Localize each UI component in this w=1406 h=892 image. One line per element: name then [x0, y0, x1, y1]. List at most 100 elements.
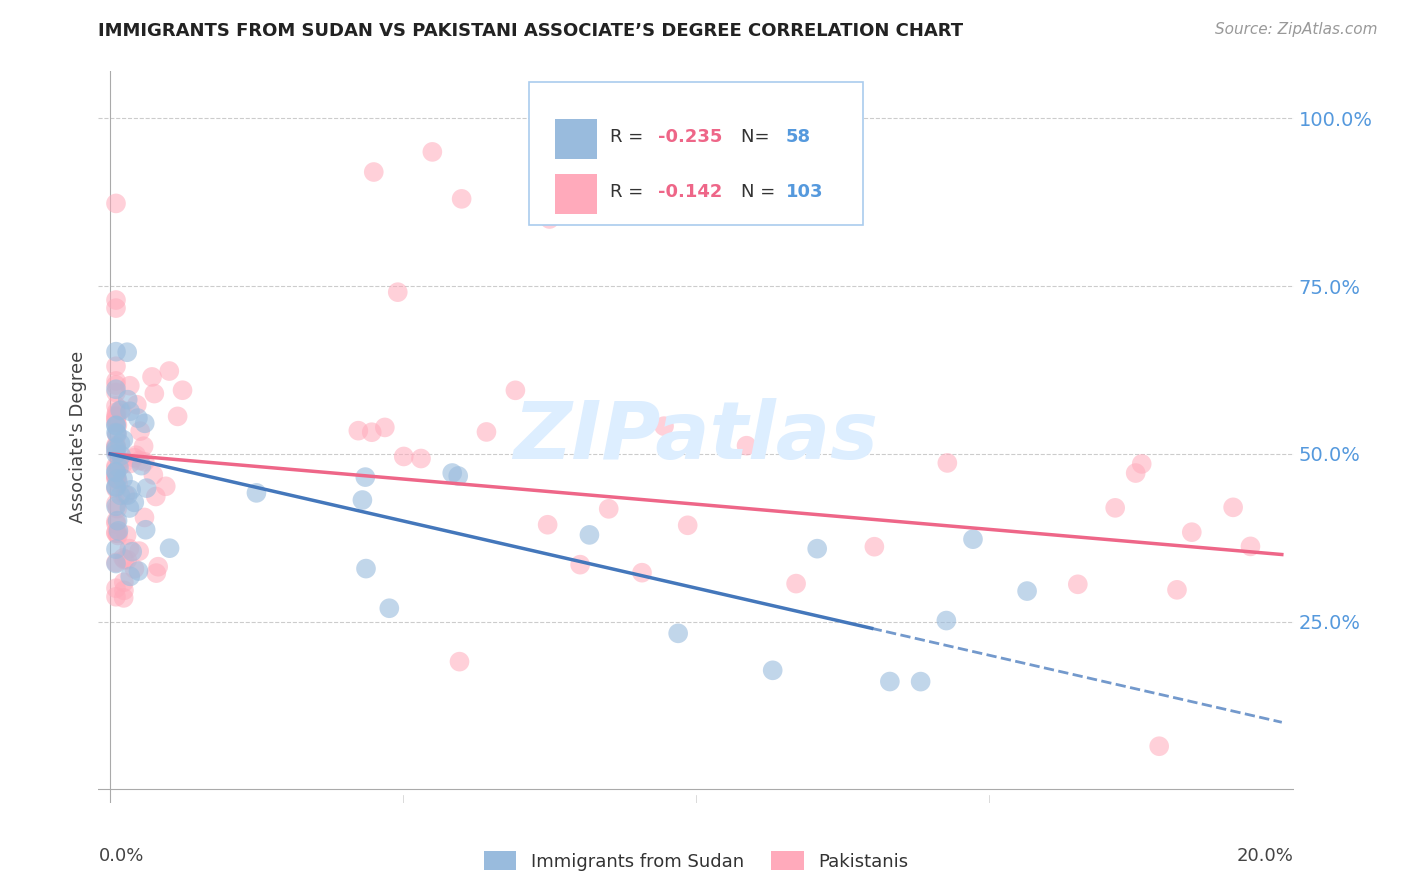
Point	[105, 442, 128, 457]
Point	[127, 564, 149, 578]
Point	[354, 470, 377, 484]
Point	[105, 405, 128, 419]
Point	[105, 374, 128, 388]
Point	[112, 591, 135, 605]
Point	[105, 426, 128, 441]
Point	[447, 469, 470, 483]
Point	[121, 544, 143, 558]
Point	[105, 409, 128, 423]
Point	[105, 581, 128, 595]
Point	[117, 392, 139, 407]
Point	[578, 528, 600, 542]
Point	[115, 345, 138, 359]
Point	[112, 457, 135, 471]
Point	[118, 541, 141, 556]
Point	[107, 514, 129, 528]
Point	[363, 165, 385, 179]
Point	[107, 526, 129, 541]
Point	[117, 553, 139, 567]
Text: ZIPatlas: ZIPatlas	[513, 398, 879, 476]
Point	[1104, 500, 1126, 515]
Point	[134, 417, 156, 431]
Point	[105, 557, 128, 571]
Legend: Immigrants from Sudan, Pakistanis: Immigrants from Sudan, Pakistanis	[477, 844, 915, 878]
Point	[112, 575, 135, 590]
Point	[110, 488, 132, 502]
Point	[105, 516, 128, 531]
Point	[392, 450, 415, 464]
Point	[118, 457, 141, 471]
Point	[652, 419, 675, 434]
Point	[105, 458, 128, 473]
Point	[352, 493, 374, 508]
Point	[378, 601, 401, 615]
Point	[1239, 540, 1261, 554]
Point	[105, 418, 128, 433]
Point	[127, 411, 149, 425]
Point	[631, 566, 654, 580]
Point	[105, 460, 128, 475]
Point	[118, 378, 141, 392]
Text: -0.142: -0.142	[658, 183, 723, 201]
Point	[110, 449, 132, 463]
Point	[108, 460, 131, 475]
Point	[1166, 582, 1188, 597]
Text: 103: 103	[786, 183, 823, 201]
Point	[360, 425, 382, 440]
Point	[598, 501, 620, 516]
Point	[105, 418, 128, 433]
Point	[110, 403, 132, 417]
Point	[105, 496, 128, 510]
Point	[114, 552, 136, 566]
Point	[105, 465, 128, 479]
Bar	[555, 119, 596, 159]
Point	[374, 420, 396, 434]
Point	[1125, 466, 1147, 480]
Point	[172, 383, 194, 397]
Point	[155, 479, 177, 493]
Text: R =: R =	[610, 128, 650, 146]
Point	[105, 385, 128, 400]
Point	[105, 399, 128, 413]
Point	[105, 410, 128, 425]
Point	[105, 501, 128, 516]
Point	[105, 472, 128, 486]
Point	[142, 467, 165, 482]
Point	[1130, 457, 1153, 471]
Point	[105, 526, 128, 541]
Point	[134, 510, 156, 524]
Point	[422, 145, 444, 159]
Point	[112, 433, 135, 447]
Point	[105, 427, 128, 442]
Point	[105, 480, 128, 494]
Point	[105, 500, 128, 514]
Point	[135, 523, 157, 537]
Point	[107, 528, 129, 542]
Point	[112, 551, 135, 566]
Point	[676, 518, 699, 533]
FancyBboxPatch shape	[529, 82, 863, 225]
Point	[108, 454, 131, 468]
Point	[141, 370, 163, 384]
Point	[108, 403, 131, 417]
Y-axis label: Associate's Degree: Associate's Degree	[69, 351, 87, 524]
Point	[475, 425, 498, 439]
Point	[347, 424, 370, 438]
Point	[120, 483, 142, 497]
Point	[146, 559, 169, 574]
Point	[1222, 500, 1244, 515]
Point	[124, 495, 146, 509]
Point	[105, 293, 128, 307]
Point	[128, 544, 150, 558]
Point	[935, 614, 957, 628]
Point	[105, 465, 128, 479]
Point	[112, 583, 135, 598]
Point	[105, 425, 128, 440]
Text: 58: 58	[786, 128, 811, 146]
Point	[145, 490, 167, 504]
Point	[105, 514, 128, 528]
Point	[114, 488, 136, 502]
Text: Source: ZipAtlas.com: Source: ZipAtlas.com	[1215, 22, 1378, 37]
Point	[107, 524, 129, 538]
Point	[105, 482, 128, 496]
